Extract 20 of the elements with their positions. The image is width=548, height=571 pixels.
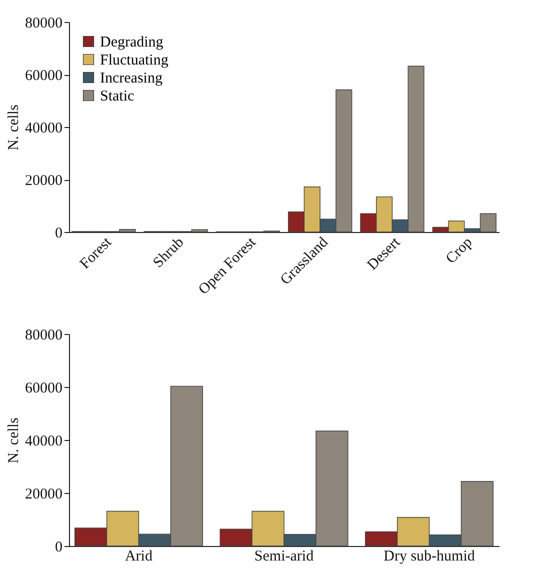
x-tick-label: Arid: [124, 548, 153, 564]
x-tick-label: Dry sub-humid: [384, 548, 476, 564]
legend-label: Increasing: [100, 70, 163, 86]
y-tick-label: 0: [55, 226, 62, 242]
y-tick-label: 60000: [25, 68, 62, 84]
y-tick-label: 20000: [25, 486, 62, 502]
x-tick-label: Crop: [443, 234, 476, 268]
y-tick-label: 0: [55, 540, 62, 556]
y-axis-title: N. cells: [6, 417, 22, 464]
legend-label: Fluctuating: [100, 52, 169, 68]
legend-label: Degrading: [100, 34, 164, 50]
legend-label: Static: [100, 88, 134, 104]
y-tick-label: 40000: [25, 434, 62, 450]
x-tick-label: Semi-arid: [254, 548, 314, 564]
y-tick-label: 40000: [25, 120, 62, 136]
y-tick-label: 80000: [25, 328, 62, 344]
y-tick-label: 20000: [25, 173, 62, 189]
y-axis-title: N. cells: [6, 104, 22, 150]
y-tick-label: 60000: [25, 380, 62, 396]
y-tick-label: 80000: [25, 16, 62, 32]
